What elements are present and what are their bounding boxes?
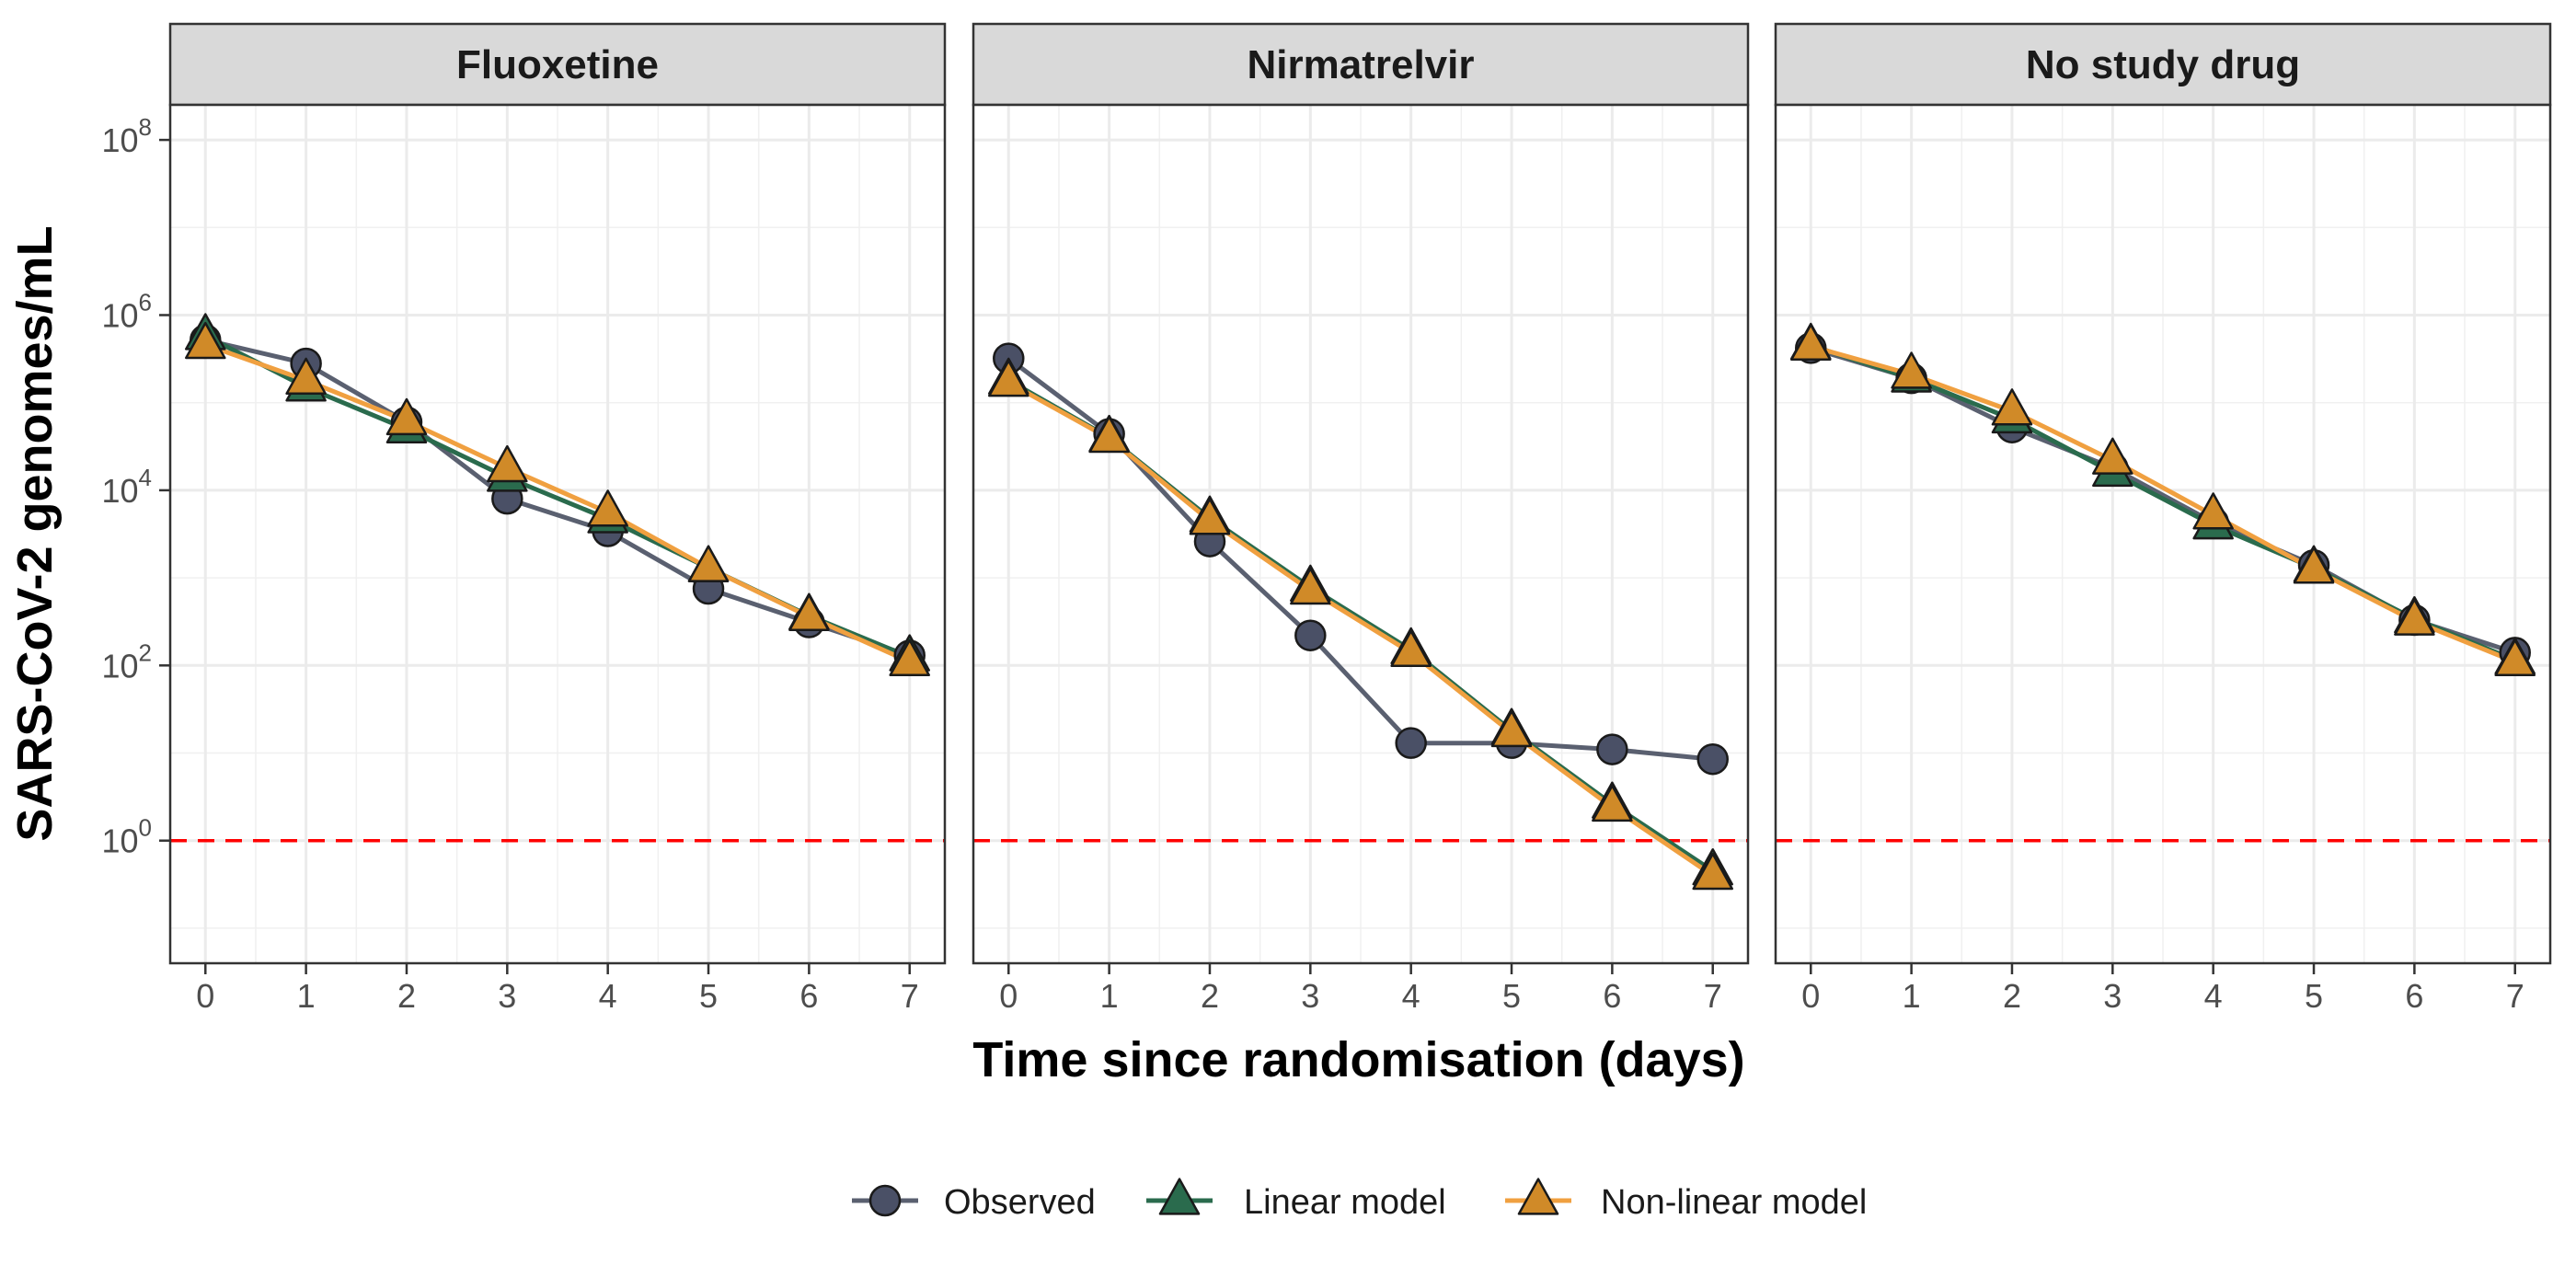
non-linear-model-point xyxy=(687,545,730,582)
non-linear-model-point xyxy=(1390,629,1432,668)
nonlinear-series-line xyxy=(1810,343,2516,664)
panel-fluoxetine: Fluoxetine 0 1 2 3 4 5 6 7 xyxy=(168,22,947,1015)
non-linear-model-point xyxy=(2293,546,2335,584)
panel-border xyxy=(972,103,1750,965)
observed-point xyxy=(1395,727,1427,759)
y-tick-label: 102 xyxy=(101,638,152,684)
y-axis-title: SARS-CoV-2 genomes/mL xyxy=(7,225,63,841)
x-tick-label: 3 xyxy=(1301,977,1319,1015)
non-linear-model-point xyxy=(1592,784,1633,822)
non-linear-model-point xyxy=(587,489,628,527)
legend-circle-symbol xyxy=(868,1184,902,1217)
non-linear-model-point xyxy=(2092,437,2133,475)
legend-label: Observed xyxy=(944,1183,1096,1222)
panel-border xyxy=(168,103,947,965)
panel-title: Fluoxetine xyxy=(456,42,659,87)
observed-point xyxy=(1696,742,1729,776)
x-tick-label: 4 xyxy=(599,977,617,1015)
x-tick-label: 3 xyxy=(498,977,516,1015)
non-linear-model-point xyxy=(788,593,830,631)
panel-title: No study drug xyxy=(2026,42,2300,87)
panel-strip xyxy=(972,22,1750,107)
x-tick-label: 6 xyxy=(1603,977,1621,1015)
x-tick-label: 1 xyxy=(1903,977,1921,1015)
non-linear-model-point xyxy=(487,444,528,483)
x-tick-label: 2 xyxy=(2003,977,2021,1015)
non-linear-model-point xyxy=(1088,415,1130,454)
x-tick-label: 6 xyxy=(799,977,818,1015)
x-tick-label: 1 xyxy=(1100,977,1119,1015)
legend-item-linear: Linear model xyxy=(1146,1178,1446,1222)
non-linear-model-point xyxy=(1891,351,1932,389)
x-tick-label: 0 xyxy=(196,977,214,1015)
non-linear-model-point xyxy=(1490,709,1533,748)
observed-point xyxy=(1294,619,1327,651)
panel-border xyxy=(1774,103,2552,965)
x-tick-label: 5 xyxy=(1502,977,1521,1015)
x-tick-label: 4 xyxy=(1402,977,1420,1015)
x-tick-label: 4 xyxy=(2204,977,2223,1015)
legend-triangle-symbol xyxy=(1158,1178,1201,1215)
x-tick-label: 3 xyxy=(2103,977,2122,1015)
panel-title: Nirmatrelvir xyxy=(1247,42,1474,87)
non-linear-model-point xyxy=(1692,852,1733,891)
x-tick-label: 2 xyxy=(1201,977,1219,1015)
y-tick-label: 100 xyxy=(101,814,152,860)
non-linear-model-point xyxy=(2494,638,2536,676)
x-tick-label: 0 xyxy=(1801,977,1820,1015)
y-axis-ticks: 100 102 104 106 108 xyxy=(101,113,170,860)
x-axis-title: Time since randomisation (days) xyxy=(972,1032,1744,1087)
x-tick-label: 6 xyxy=(2405,977,2423,1015)
y-tick-label: 104 xyxy=(101,464,152,510)
non-linear-model-point xyxy=(2394,598,2435,636)
non-linear-model-point xyxy=(1189,498,1231,535)
y-tick-label: 106 xyxy=(101,288,152,334)
y-tick-label: 108 xyxy=(101,113,152,159)
legend: Observed Linear model Non-linear model xyxy=(852,1178,1867,1222)
panel-strip xyxy=(1774,22,2552,107)
x-tick-label: 5 xyxy=(699,977,718,1015)
non-linear-model-point xyxy=(285,357,327,396)
observed-series-line xyxy=(204,338,911,658)
panel-strip xyxy=(168,22,947,107)
non-linear-model-point xyxy=(889,638,930,676)
non-linear-model-point xyxy=(1790,323,1832,362)
legend-item-observed: Observed xyxy=(852,1183,1096,1222)
non-linear-model-point xyxy=(1991,388,2033,426)
x-tick-label: 0 xyxy=(999,977,1018,1015)
non-linear-model-point xyxy=(988,360,1029,397)
x-tick-label: 5 xyxy=(2305,977,2323,1015)
x-tick-label: 7 xyxy=(1704,977,1722,1015)
x-tick-label: 7 xyxy=(901,977,919,1015)
non-linear-model-point xyxy=(185,321,226,360)
x-tick-label: 1 xyxy=(297,977,316,1015)
x-tick-label: 7 xyxy=(2506,977,2524,1015)
legend-item-nonlinear: Non-linear model xyxy=(1505,1178,1867,1222)
x-tick-label: 2 xyxy=(397,977,416,1015)
non-linear-model-point xyxy=(1290,567,1331,605)
non-linear-model-point xyxy=(385,397,428,436)
non-linear-model-point xyxy=(2192,492,2234,530)
observed-point xyxy=(1596,733,1628,765)
legend-label: Linear model xyxy=(1244,1183,1446,1222)
legend-triangle-symbol xyxy=(1517,1178,1559,1215)
panel-nirmatrelvir: Nirmatrelvir 0 1 2 3 4 5 6 7 xyxy=(972,22,1750,1015)
legend-label: Non-linear model xyxy=(1601,1183,1867,1222)
panel-no-study-drug: No study drug 0 1 2 3 4 5 6 7 xyxy=(1774,22,2552,1015)
